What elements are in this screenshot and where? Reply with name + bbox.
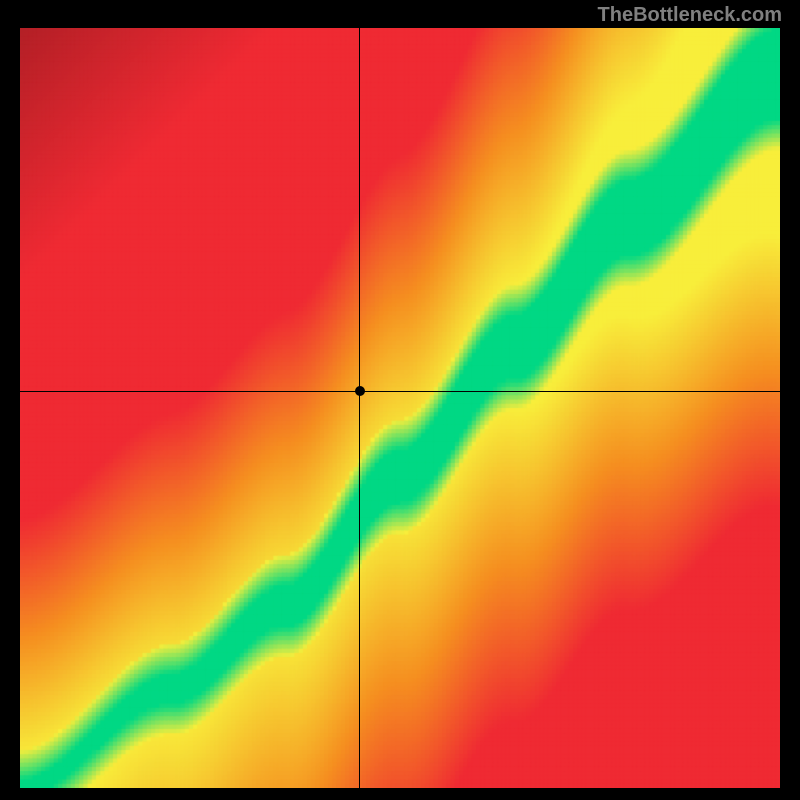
- crosshair-horizontal: [20, 391, 780, 392]
- data-point-marker: [355, 386, 365, 396]
- chart-container: TheBottleneck.com: [0, 0, 800, 800]
- watermark-text: TheBottleneck.com: [598, 4, 782, 27]
- bottleneck-heatmap: [20, 28, 780, 788]
- crosshair-vertical: [359, 28, 360, 788]
